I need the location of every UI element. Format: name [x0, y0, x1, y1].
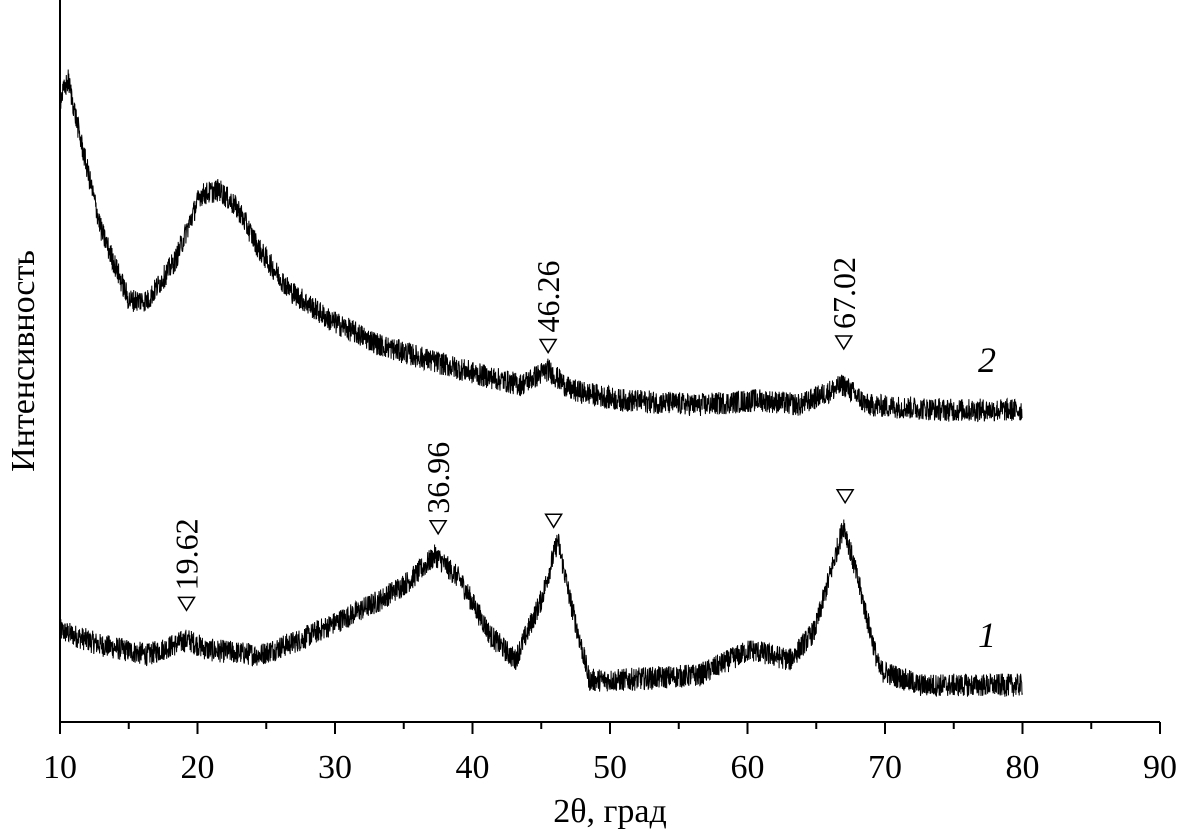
peak-label: 46.26 — [530, 261, 566, 333]
x-tick-label: 90 — [1143, 749, 1177, 786]
x-tick-label: 80 — [1006, 749, 1040, 786]
x-tick-label: 20 — [181, 749, 215, 786]
series-line-1 — [59, 519, 1023, 697]
y-axis-title: Интенсивность — [5, 250, 42, 472]
peak-label: 67.02 — [826, 257, 862, 329]
peak-label: 19.62 — [169, 518, 205, 590]
peak-marker — [835, 488, 855, 505]
x-tick-label: 30 — [318, 749, 352, 786]
peak-marker — [428, 520, 448, 536]
peak-marker — [177, 596, 196, 612]
x-tick-label: 60 — [731, 749, 765, 786]
x-axis-title: 2θ, град — [553, 793, 667, 830]
peak-marker — [538, 338, 558, 354]
curve-label-2: 2 — [978, 340, 996, 380]
x-tick-label: 50 — [593, 749, 627, 786]
peak-marker — [544, 513, 563, 529]
x-tick-label: 40 — [456, 749, 490, 786]
x-tick-label: 10 — [43, 749, 77, 786]
peak-label: 36.96 — [420, 442, 456, 514]
peak-marker — [834, 335, 854, 351]
curve-label-1: 1 — [978, 615, 996, 655]
series-line-2 — [59, 69, 1023, 423]
x-tick-label: 70 — [868, 749, 902, 786]
